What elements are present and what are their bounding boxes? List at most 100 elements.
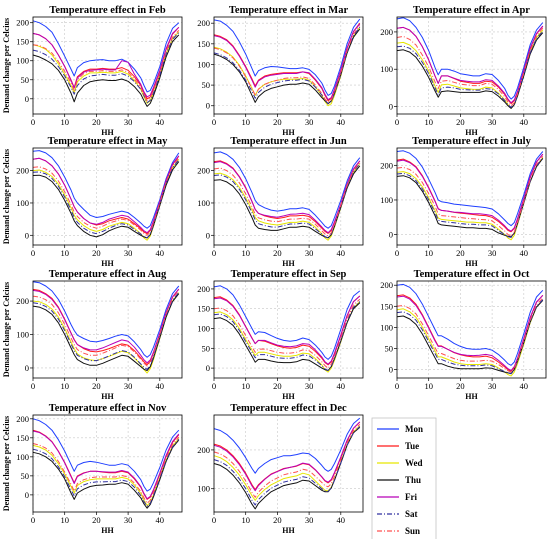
series-line-sun (32, 436, 180, 504)
y-axis-label: Demand change per Celcius (2, 282, 11, 377)
panel-5: 0 10 20 30 40 0 100 200 Temperature effect in Ju… (197, 136, 364, 268)
x-axis-label: HH (101, 259, 114, 268)
x-tick-label: 20 (273, 515, 282, 525)
plot-frame (32, 280, 183, 379)
y-tick-label: 100 (380, 322, 393, 332)
panel-1: 0 10 20 30 40 0 50 100 150 200 Temperature effect … (2, 5, 183, 137)
x-tick-label: 10 (424, 381, 433, 391)
y-tick-label: 100 (197, 59, 210, 69)
y-tick-label: 0 (25, 230, 29, 240)
series-line-mon (32, 20, 180, 93)
series-line-fri (32, 430, 180, 500)
y-tick-label: 0 (25, 490, 29, 500)
x-tick-label: 40 (156, 515, 165, 525)
x-tick-label: 0 (31, 515, 35, 525)
y-tick-label: 200 (16, 18, 29, 28)
series-line-sat (32, 32, 180, 104)
y-axis-label: Demand change per Celcius (2, 18, 11, 113)
series-line-sat (32, 159, 180, 239)
panel-title: Temperature effect in Dec (230, 403, 347, 414)
series-line-sat (213, 426, 361, 506)
x-tick-label: 10 (241, 381, 250, 391)
y-tick-label: 100 (380, 195, 393, 205)
x-tick-label: 0 (31, 117, 35, 127)
x-tick-label: 40 (156, 248, 165, 258)
series-line-fri (213, 23, 361, 101)
plot-area (397, 148, 546, 245)
series-line-mon (32, 418, 180, 492)
series-line-wed (213, 27, 361, 107)
x-tick-label: 40 (337, 515, 346, 525)
x-tick-label: 30 (488, 381, 497, 391)
panel-title: Temperature effect in July (412, 136, 531, 147)
x-tick-label: 30 (488, 117, 497, 127)
series-line-mon (213, 417, 361, 474)
x-tick-label: 30 (124, 248, 133, 258)
y-tick-label: 100 (16, 452, 29, 462)
plot-area (33, 148, 182, 245)
x-tick-label: 0 (212, 117, 216, 127)
x-tick-label: 40 (337, 117, 346, 127)
x-tick-label: 30 (305, 381, 314, 391)
series-line-sat (396, 299, 544, 375)
panel-title: Temperature effect in May (48, 136, 169, 147)
panel-6: 0 10 20 30 40 0 100 200 Temperature effect in Ju… (380, 136, 547, 268)
panel-10: 0 10 20 30 40 0 50 100 150 200 Temperature effect … (2, 403, 183, 535)
x-tick-label: 40 (337, 248, 346, 258)
x-tick-label: 10 (424, 117, 433, 127)
series-line-fri (213, 160, 361, 234)
series-line-mon (213, 18, 361, 96)
plot-frame (213, 16, 364, 115)
x-axis-label: HH (282, 526, 295, 535)
y-tick-label: 200 (197, 445, 210, 455)
panel-title: Temperature effect in Mar (229, 5, 349, 16)
x-axis-label: HH (465, 259, 478, 268)
series-line-thu (32, 34, 180, 107)
panel-title: Temperature effect in Aug (49, 269, 167, 280)
y-tick-label: 200 (197, 18, 210, 28)
legend-label-wed: Wed (405, 458, 423, 468)
y-tick-label: 50 (21, 471, 30, 481)
plot-frame (32, 147, 183, 246)
x-axis-label: HH (101, 392, 114, 401)
x-tick-label: 0 (212, 248, 216, 258)
x-tick-label: 40 (520, 117, 529, 127)
y-tick-label: 150 (197, 304, 210, 314)
x-tick-label: 30 (124, 117, 133, 127)
x-tick-label: 20 (456, 381, 465, 391)
x-tick-label: 0 (395, 381, 399, 391)
series-line-fri (32, 288, 180, 364)
x-tick-label: 10 (241, 117, 250, 127)
y-tick-label: 200 (197, 284, 210, 294)
panel-4: 0 10 20 30 40 0 100 200 Temperature effect in Ma… (2, 136, 183, 268)
series-line-wed (32, 292, 180, 374)
y-tick-label: 100 (197, 198, 210, 208)
series-line-fri (396, 294, 544, 371)
legend-label-tue: Tue (405, 441, 419, 451)
x-tick-label: 30 (305, 515, 314, 525)
y-tick-label: 0 (389, 230, 393, 240)
series-line-mon (396, 283, 544, 366)
legend-box (371, 417, 437, 539)
panel-title: Temperature effect in Apr (413, 5, 530, 16)
y-tick-label: 100 (16, 330, 29, 340)
x-tick-label: 40 (337, 381, 346, 391)
legend-label-sat: Sat (405, 509, 418, 519)
series-line-fri (396, 25, 544, 104)
series-line-fri (396, 153, 544, 232)
x-tick-label: 20 (92, 117, 101, 127)
y-tick-label: 0 (206, 101, 210, 111)
x-tick-label: 20 (273, 381, 282, 391)
plot-area (214, 148, 363, 245)
legend-label-thu: Thu (405, 475, 421, 485)
series-line-mon (32, 150, 180, 229)
plot-frame (32, 16, 183, 115)
y-tick-label: 50 (202, 343, 211, 353)
panel-9: 0 10 20 30 40 0 50 100 150 200 Temperature effect … (380, 269, 547, 401)
legend: Mon Tue Wed Thu Fri Sat Sun (371, 417, 437, 539)
plot-frame (396, 16, 547, 115)
plot-frame (396, 280, 547, 379)
plot-frame (32, 414, 183, 513)
y-tick-label: 150 (16, 433, 29, 443)
